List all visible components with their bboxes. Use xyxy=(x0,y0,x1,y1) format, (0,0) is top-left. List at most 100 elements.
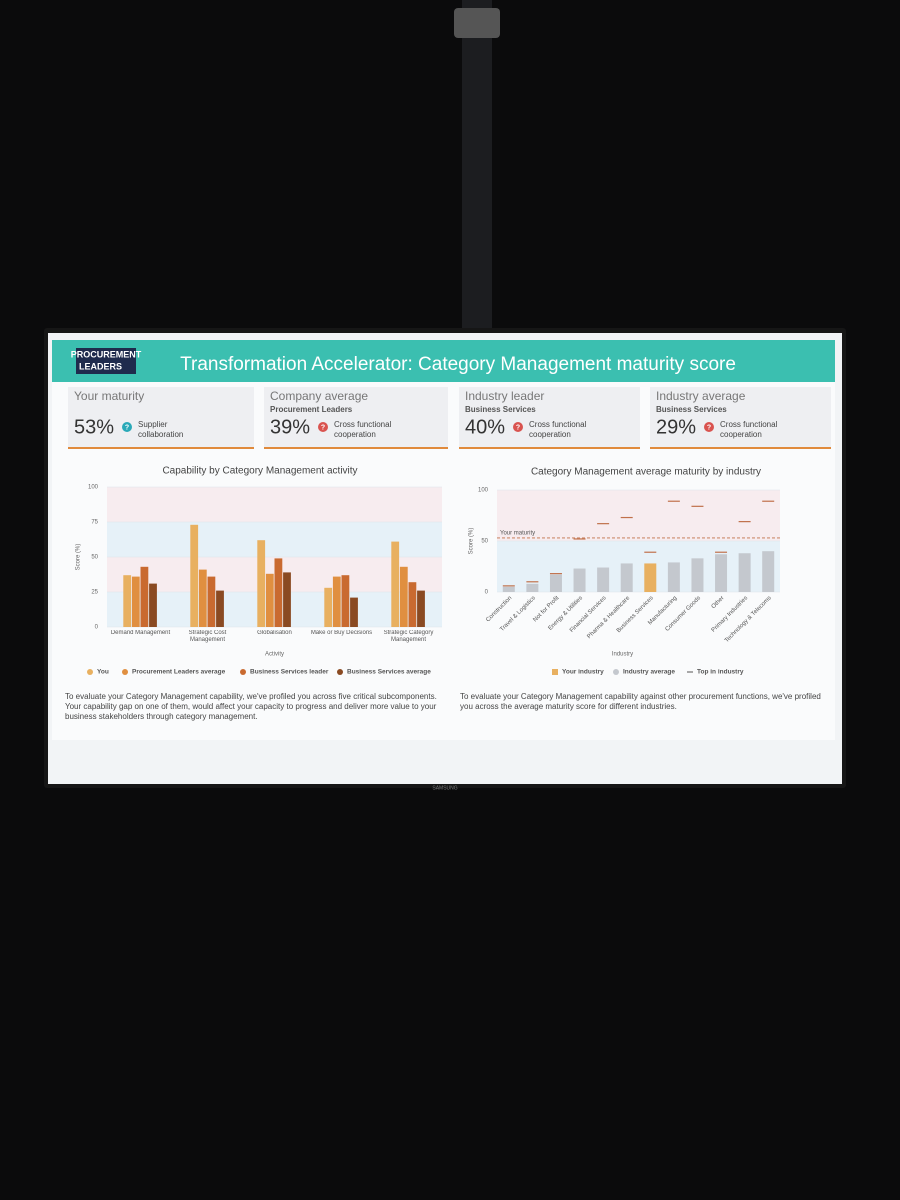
card xyxy=(459,387,640,448)
y-axis-label: Score (%) xyxy=(469,528,475,555)
band xyxy=(107,522,442,557)
card-note: Cross functional cooperation xyxy=(334,420,392,439)
bar xyxy=(715,554,728,592)
bar xyxy=(408,582,417,627)
card-note: Cross functional cooperation xyxy=(720,420,778,439)
bar xyxy=(667,562,680,592)
card-underline xyxy=(459,447,640,449)
header-title: Transformation Accelerator: Category Man… xyxy=(180,354,736,375)
legend-label: Your industry xyxy=(562,669,604,676)
bar xyxy=(274,558,283,627)
footer-text-box: To evaluate your Category Management cap… xyxy=(65,692,437,721)
band xyxy=(497,490,780,541)
help-icon-text: ? xyxy=(707,424,711,431)
x-axis-label: Activity xyxy=(265,652,284,658)
card-value: 40% xyxy=(465,416,505,438)
y-axis-label: Score (%) xyxy=(76,544,82,571)
y-tick-label: 75 xyxy=(91,520,98,526)
card-underline xyxy=(68,447,254,449)
logo xyxy=(76,348,136,374)
bar xyxy=(149,583,157,627)
bar xyxy=(198,569,207,627)
chart-title: Capability by Category Management activi… xyxy=(162,466,357,477)
footer-text-box: To evaluate your Category Management cap… xyxy=(460,692,821,711)
help-icon-text: ? xyxy=(321,424,325,431)
card-underline xyxy=(650,447,831,449)
card-subtitle: Business Services xyxy=(465,405,536,414)
help-icon xyxy=(704,422,714,432)
bar xyxy=(502,586,515,592)
bar xyxy=(738,553,751,592)
card-subtitle: Procurement Leaders xyxy=(270,405,353,414)
card xyxy=(68,387,254,448)
bar xyxy=(324,587,333,627)
x-tick-label: Strategic Cost Management xyxy=(188,630,227,643)
help-icon-text: ? xyxy=(516,424,520,431)
legend-label: Business Services average xyxy=(347,669,431,676)
legend-marker xyxy=(87,669,93,675)
y-tick-label: 50 xyxy=(91,555,98,561)
help-icon-text: ? xyxy=(125,424,129,431)
bar xyxy=(762,551,775,592)
footer-text: To evaluate your Category Management cap… xyxy=(65,692,437,721)
bar xyxy=(283,572,291,627)
clamp xyxy=(454,8,500,38)
y-tick-label: 0 xyxy=(485,590,489,596)
bar xyxy=(417,590,425,627)
band xyxy=(107,487,442,522)
y-tick-label: 100 xyxy=(88,485,99,491)
y-tick-label: 100 xyxy=(478,488,489,494)
bar xyxy=(123,575,132,627)
x-tick-label: Demand Management xyxy=(110,630,171,636)
card xyxy=(650,387,831,448)
card-title: Your maturity xyxy=(74,389,144,403)
bezel-brand: SAMSUNG xyxy=(432,785,457,791)
bar xyxy=(620,563,633,592)
y-tick-label: 50 xyxy=(481,539,488,545)
card-note-box: Supplier collaboration xyxy=(138,420,184,439)
card-note-box: Cross functional cooperation xyxy=(529,420,587,439)
legend-label: Top in industry xyxy=(697,669,744,676)
bar xyxy=(644,563,657,592)
x-tick-label: Strategic Category Management xyxy=(383,630,434,643)
legend-label: Business Services leader xyxy=(250,669,329,676)
help-icon xyxy=(513,422,523,432)
card-subtitle: Business Services xyxy=(656,405,727,414)
card-value: 53% xyxy=(74,416,114,438)
card-value: 29% xyxy=(656,416,696,438)
bar xyxy=(350,597,358,627)
card-note: Cross functional cooperation xyxy=(529,420,587,439)
card-underline xyxy=(264,447,448,449)
x-tick-label-box: Make or Buy Decisions xyxy=(311,630,372,636)
bar xyxy=(216,590,224,627)
card-note-box: Cross functional cooperation xyxy=(720,420,778,439)
card-title: Industry average xyxy=(656,389,746,403)
card-title: Industry leader xyxy=(465,389,544,403)
card-title: Company average xyxy=(270,389,368,403)
logo-text: LEADERS xyxy=(79,361,122,371)
bar xyxy=(265,573,274,627)
y-tick-label: 25 xyxy=(91,590,98,596)
help-icon xyxy=(318,422,328,432)
bar xyxy=(257,540,266,627)
legend-marker xyxy=(122,669,128,675)
card-note: Supplier collaboration xyxy=(138,420,184,439)
bar xyxy=(399,566,408,627)
band xyxy=(497,541,780,592)
header-bar xyxy=(52,340,835,382)
x-tick-label-box: Demand Management xyxy=(110,630,171,636)
bar xyxy=(573,568,586,592)
x-axis-label: Industry xyxy=(612,652,633,658)
bar xyxy=(207,576,216,627)
bar xyxy=(549,574,562,592)
bar xyxy=(131,576,140,627)
bar xyxy=(140,566,149,627)
bar xyxy=(526,583,539,592)
bar xyxy=(341,575,350,627)
chart-title: Category Management average maturity by … xyxy=(531,467,761,478)
legend-label: Procurement Leaders average xyxy=(132,669,226,676)
footer-text: To evaluate your Category Management cap… xyxy=(460,692,821,711)
card xyxy=(264,387,448,448)
